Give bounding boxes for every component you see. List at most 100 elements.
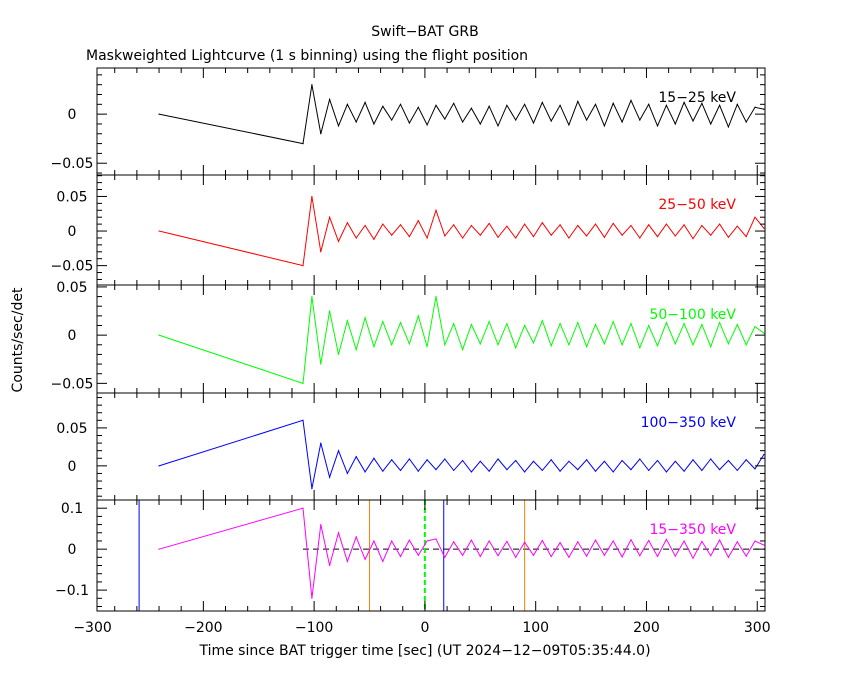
data-point: [532, 342, 535, 344]
data-point: [426, 124, 428, 126]
data-point: [461, 554, 464, 556]
data-point: [532, 554, 535, 556]
data-point: [373, 238, 375, 240]
data-point: [718, 469, 721, 471]
data-point: [727, 126, 730, 128]
data-point: [710, 234, 712, 236]
data-point: [461, 121, 464, 123]
band-label: 50−100 keV: [649, 307, 736, 323]
data-point: [515, 119, 517, 121]
data-point: [763, 332, 765, 334]
data-point: [763, 227, 765, 229]
data-point: [532, 235, 535, 238]
data-point: [683, 224, 685, 226]
data-point: [382, 321, 384, 323]
data-point: [453, 224, 455, 226]
data-point: [311, 295, 313, 298]
data-point: [435, 538, 437, 540]
data-point: [479, 234, 481, 236]
data-point: [612, 321, 614, 323]
data-point: [329, 564, 331, 567]
data-point: [603, 236, 605, 238]
data-point: [568, 344, 570, 346]
data-point: [346, 560, 348, 563]
data-point: [648, 539, 650, 542]
data-point: [311, 597, 313, 599]
data-point: [612, 471, 614, 473]
data-point: [674, 555, 676, 557]
data-point: [399, 555, 402, 558]
data-point: [550, 120, 552, 122]
data-point: [435, 295, 437, 298]
data-point: [453, 322, 455, 325]
data-point: [727, 343, 730, 345]
data-point: [417, 470, 419, 472]
data-point: [541, 539, 543, 542]
data-point: [594, 103, 597, 105]
data-point: [603, 343, 605, 345]
data-point: [621, 121, 623, 123]
data-point: [453, 541, 455, 543]
data-point: [417, 554, 419, 556]
data-point: [488, 540, 490, 542]
data-point: [444, 344, 446, 346]
panel-5: 0.1 0 −0.1 15−350 keV: [55, 499, 766, 612]
data-point: [320, 442, 322, 444]
data-point: [382, 223, 384, 225]
data-point: [692, 238, 694, 240]
band-label: 100−350 keV: [641, 415, 737, 431]
data-point: [550, 234, 552, 236]
panel-4: 0.05 0 100−350 keV: [56, 392, 766, 501]
data-point: [559, 541, 561, 544]
data-point: [754, 325, 756, 328]
data-point: [683, 101, 685, 103]
chart-title: Swift−BAT GRB: [371, 24, 478, 40]
data-point: [444, 556, 446, 558]
data-point: [603, 554, 605, 556]
data-point: [470, 224, 473, 227]
data-point: [479, 555, 481, 558]
data-point: [630, 99, 632, 101]
y-tick-label: −0.05: [51, 259, 94, 275]
series-line-5: [158, 507, 765, 599]
data-point: [577, 100, 579, 102]
data-point: [320, 523, 322, 526]
data-point: [435, 209, 437, 211]
data-point: [506, 322, 508, 325]
data-point: [506, 469, 508, 471]
data-point: [346, 103, 348, 105]
panel-frame: [96, 284, 766, 394]
y-tick-label: 0: [68, 459, 77, 475]
data-point: [541, 222, 543, 224]
data-point: [630, 322, 632, 325]
x-axis-label: Time since BAT trigger time [sec] (UT 20…: [198, 643, 650, 659]
x-tick-label: −100: [295, 620, 333, 636]
data-point: [497, 344, 499, 346]
data-point: [444, 235, 446, 237]
y-tick-label: −0.1: [55, 583, 89, 599]
data-point: [550, 345, 552, 347]
data-point: [435, 104, 437, 106]
y-tick-label: 0: [68, 224, 77, 240]
data-point: [355, 121, 357, 123]
data-point: [621, 234, 623, 236]
data-point: [373, 346, 375, 348]
data-point: [603, 460, 605, 462]
data-point: [639, 237, 641, 239]
data-point: [586, 555, 588, 557]
data-point: [586, 235, 588, 237]
panels: 0 −0.05 15−25 keV 0.05 0 −0.05 25−50 keV 0.05 0 −…: [51, 67, 771, 636]
y-tick-label: 0: [68, 328, 77, 344]
data-point: [621, 556, 623, 558]
data-point: [736, 541, 738, 543]
data-point: [364, 317, 366, 319]
data-point: [355, 456, 357, 458]
y-tick-label: 0.1: [61, 501, 83, 517]
data-point: [320, 363, 322, 365]
data-point: [391, 540, 393, 542]
data-point: [302, 419, 304, 421]
data-point: [524, 541, 526, 543]
data-point: [674, 460, 676, 462]
data-point: [408, 343, 410, 345]
